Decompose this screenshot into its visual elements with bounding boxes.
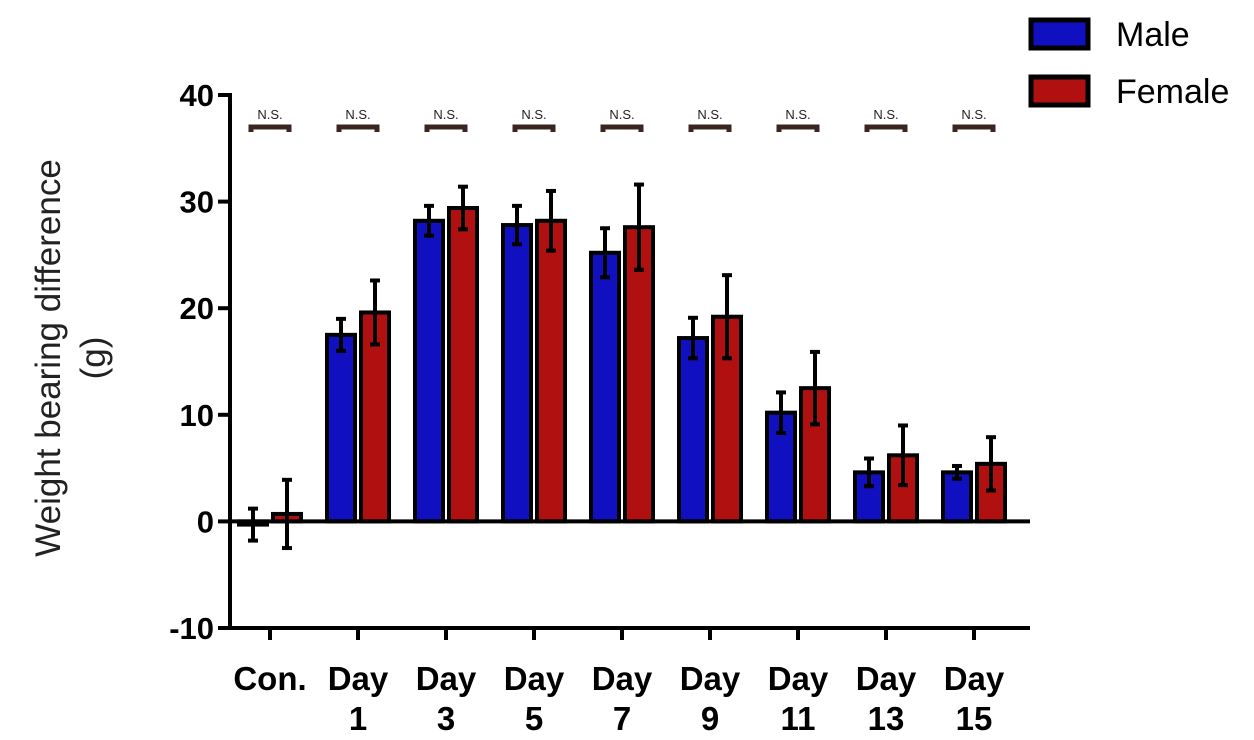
bar-female-1 xyxy=(359,310,391,524)
y-tick-label-2: 10 xyxy=(180,398,214,433)
y-axis-label: Weight bearing difference (g) xyxy=(29,159,113,557)
y-tick-label-1: 0 xyxy=(197,504,214,539)
x-tick-label-6-1: 11 xyxy=(781,700,816,737)
significance-bracket-8 xyxy=(952,124,996,132)
significance-label-8: N.S. xyxy=(961,107,986,122)
legend: Male Female xyxy=(1028,16,1229,111)
significance-label-1: N.S. xyxy=(345,107,370,122)
bar-female-3 xyxy=(535,218,567,524)
significance-bracket-2 xyxy=(424,124,468,132)
x-tick-label-0-0: Con. xyxy=(233,660,306,697)
significance-bracket-1 xyxy=(336,124,380,132)
y-axis-label-line1: Weight bearing difference xyxy=(29,159,68,557)
significance-layer: N.S. N.S. N.S. N.S. N.S. N.S. N.S. N.S. N.S. xyxy=(248,107,996,132)
bars-layer xyxy=(237,205,1007,527)
x-tick-label-3-0: Day xyxy=(504,660,565,697)
legend-swatch-female xyxy=(1028,74,1091,108)
y-tick-label-0: -10 xyxy=(169,611,214,646)
y-tick-label-4: 30 xyxy=(180,185,214,220)
x-tick-label-4-0: Day xyxy=(592,660,653,697)
significance-bracket-6 xyxy=(776,124,820,132)
x-tick-label-4-1: 7 xyxy=(613,700,631,737)
significance-label-4: N.S. xyxy=(609,107,634,122)
significance-bracket-5 xyxy=(688,124,732,132)
legend-label-female: Female xyxy=(1116,73,1229,111)
significance-bracket-4 xyxy=(600,124,644,132)
bar-male-3 xyxy=(501,223,533,524)
significance-bracket-0 xyxy=(248,124,292,132)
axes-layer: Con. Day1Day3Day5Day7Day9Day11Day13Day15-… xyxy=(169,78,1030,737)
x-tick-label-6-0: Day xyxy=(768,660,829,697)
bar-female-2 xyxy=(447,205,479,524)
y-tick-label-3: 20 xyxy=(180,291,214,326)
significance-label-3: N.S. xyxy=(521,107,546,122)
significance-label-2: N.S. xyxy=(433,107,458,122)
significance-label-7: N.S. xyxy=(873,107,898,122)
significance-label-6: N.S. xyxy=(785,107,810,122)
x-tick-label-7-0: Day xyxy=(856,660,917,697)
x-tick-label-2-0: Day xyxy=(416,660,477,697)
legend-label-male: Male xyxy=(1116,16,1190,54)
x-tick-label-7-1: 13 xyxy=(868,700,905,737)
significance-label-0: N.S. xyxy=(257,107,282,122)
y-axis-label-line2: (g) xyxy=(74,337,113,380)
bar-male-5 xyxy=(677,336,709,524)
bar-male-4 xyxy=(589,250,621,524)
x-tick-label-1-1: 1 xyxy=(349,700,367,737)
legend-swatch-male xyxy=(1028,17,1091,51)
significance-bracket-3 xyxy=(512,124,556,132)
x-tick-label-8-0: Day xyxy=(944,660,1005,697)
x-tick-label-8-1: 15 xyxy=(956,700,993,737)
x-tick-label-2-1: 3 xyxy=(437,700,455,737)
significance-bracket-7 xyxy=(864,124,908,132)
bar-male-2 xyxy=(413,218,445,524)
error-bars-layer xyxy=(248,182,996,551)
x-tick-label-3-1: 5 xyxy=(525,700,543,737)
y-tick-label-5: 40 xyxy=(180,78,214,113)
x-tick-label-5-1: 9 xyxy=(701,700,719,737)
significance-label-5: N.S. xyxy=(697,107,722,122)
bar-male-1 xyxy=(325,332,357,524)
x-tick-label-1-0: Day xyxy=(328,660,389,697)
x-tick-label-5-0: Day xyxy=(680,660,741,697)
